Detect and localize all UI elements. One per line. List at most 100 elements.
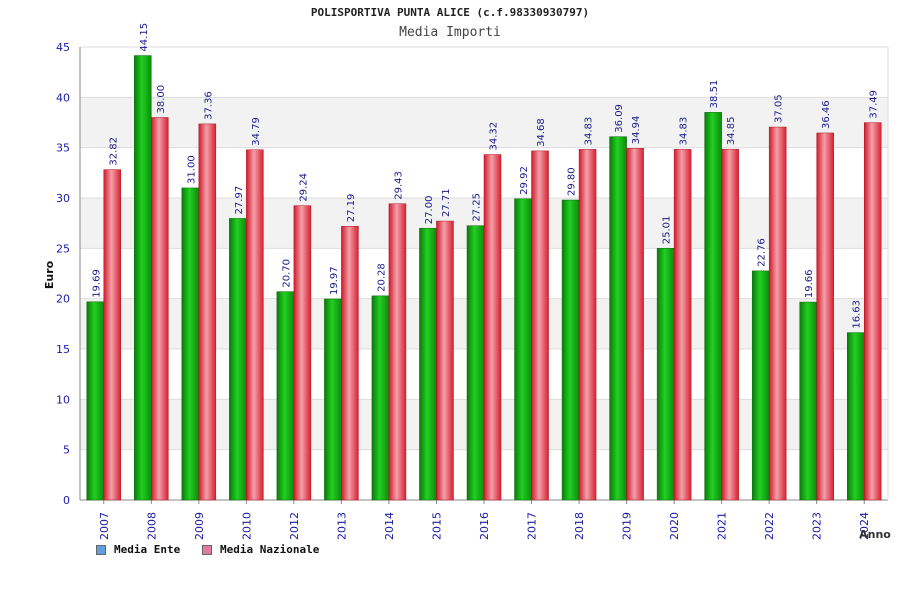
bar-media-nazionale-2007 (103, 169, 122, 501)
data-label-media-ente-2023: 19.66 (804, 269, 815, 298)
bar-media-nazionale-2017 (531, 150, 549, 501)
bar-media-ente-2009 (181, 187, 200, 501)
bar-media-ente-2018 (561, 199, 580, 501)
bar-media-ente-2024 (846, 332, 865, 501)
legend-swatch-media-ente (96, 544, 106, 555)
data-label-media-ente-2020: 25.01 (662, 216, 673, 245)
bar-media-ente-2010 (229, 218, 247, 501)
bar-media-ente-2020 (656, 247, 675, 501)
x-tick-label: 2020 (668, 512, 681, 540)
bar-media-ente-2008 (134, 55, 152, 501)
x-tick-label: 2022 (763, 512, 776, 540)
bar-media-ente-2015 (419, 227, 437, 501)
data-label-media-ente-2010: 27.97 (234, 186, 245, 215)
legend-label-media-ente: Media Ente (114, 543, 181, 556)
legend-item-media-nazionale: Media Nazionale (202, 543, 319, 556)
data-label-media-nazionale-2018: 34.83 (584, 117, 595, 146)
y-tick-label: 0 (63, 494, 70, 507)
bar-media-nazionale-2021 (721, 148, 739, 501)
data-label-media-nazionale-2020: 34.83 (679, 117, 690, 146)
data-label-media-ente-2017: 29.92 (519, 166, 530, 195)
data-label-media-nazionale-2024: 37.49 (869, 90, 880, 119)
data-label-media-ente-2018: 29.80 (567, 167, 578, 196)
data-label-media-ente-2008: 44.15 (139, 23, 150, 52)
data-label-media-nazionale-2010: 34.79 (251, 117, 262, 146)
bar-media-nazionale-2018 (578, 149, 597, 501)
x-tick-label: 2008 (145, 512, 158, 540)
bar-media-nazionale-2020 (673, 149, 692, 501)
data-label-media-nazionale-2023: 36.46 (821, 100, 832, 129)
data-label-media-nazionale-2012: 29.24 (298, 173, 309, 202)
y-tick-label: 35 (56, 142, 70, 155)
x-tick-label: 2016 (478, 512, 491, 540)
x-tick-label: 2012 (288, 512, 301, 540)
y-tick-label: 5 (63, 444, 70, 457)
data-label-media-nazionale-2015: 27.71 (441, 188, 452, 217)
bar-media-nazionale-2022 (768, 126, 787, 501)
data-label-media-nazionale-2021: 34.85 (726, 117, 737, 146)
x-tick-label: 2013 (335, 512, 348, 540)
data-label-media-ente-2016: 27.25 (472, 193, 483, 222)
bar-media-nazionale-2008 (151, 117, 169, 501)
x-tick-label: 2017 (526, 512, 539, 540)
legend-item-media-ente: Media Ente (96, 543, 180, 556)
y-axis-label: Euro (43, 260, 56, 289)
data-label-media-ente-2014: 20.28 (376, 263, 387, 292)
data-label-media-nazionale-2017: 34.68 (536, 118, 547, 147)
data-label-media-nazionale-2022: 37.05 (774, 94, 785, 123)
chart-subtitle: Media Importi (399, 25, 501, 40)
data-label-media-nazionale-2007: 32.82 (108, 137, 119, 166)
bar-media-nazionale-2009 (198, 123, 217, 501)
y-tick-label: 25 (56, 242, 70, 255)
data-label-media-nazionale-2016: 34.32 (489, 122, 500, 151)
bar-media-nazionale-2019 (626, 148, 644, 501)
y-tick-label: 30 (56, 192, 70, 205)
data-label-media-ente-2021: 38.51 (709, 80, 720, 109)
bar-media-nazionale-2013 (341, 226, 359, 501)
bar-media-nazionale-2016 (483, 154, 502, 501)
x-tick-label: 2007 (98, 512, 111, 540)
data-label-media-ente-2019: 36.09 (614, 104, 625, 133)
data-label-media-ente-2009: 31.00 (186, 155, 197, 184)
bar-media-ente-2023 (799, 301, 817, 501)
x-tick-label: 2023 (811, 512, 824, 540)
x-tick-label: 2010 (240, 512, 253, 540)
x-tick-label: 2019 (621, 512, 634, 540)
bar-media-nazionale-2015 (436, 220, 454, 501)
y-tick-label: 40 (56, 91, 70, 104)
bar-media-ente-2012 (276, 291, 295, 501)
y-tick-label: 20 (56, 293, 70, 306)
x-axis-label: Anno (859, 528, 891, 541)
y-tick-label: 45 (56, 41, 70, 54)
bar-media-ente-2007 (86, 301, 105, 501)
bar-media-nazionale-2010 (246, 149, 264, 501)
x-tick-label: 2021 (716, 512, 729, 540)
data-label-media-ente-2012: 20.70 (281, 259, 292, 288)
x-tick-label: 2018 (573, 512, 586, 540)
data-label-media-ente-2022: 22.76 (757, 238, 768, 267)
legend-swatch-media-nazionale (202, 544, 212, 555)
y-tick-label: 10 (56, 393, 70, 406)
data-label-media-ente-2015: 27.00 (424, 196, 435, 225)
bar-media-nazionale-2024 (863, 122, 882, 501)
legend-label-media-nazionale: Media Nazionale (220, 543, 320, 556)
x-tick-label: 2009 (193, 512, 206, 540)
data-label-media-ente-2007: 19.69 (91, 269, 102, 298)
chart-title: POLISPORTIVA PUNTA ALICE (c.f.9833093079… (310, 6, 590, 19)
x-tick-label: 2014 (383, 512, 396, 540)
data-label-media-nazionale-2019: 34.94 (631, 116, 642, 145)
x-tick-label: 2015 (430, 512, 443, 540)
data-label-media-ente-2013: 19.97 (329, 266, 340, 295)
bar-media-ente-2013 (324, 298, 342, 501)
bar-media-nazionale-2014 (388, 203, 407, 501)
bar-media-ente-2022 (751, 270, 770, 501)
x-tick-label: 2024 (858, 512, 871, 540)
bar-media-ente-2021 (704, 112, 722, 501)
data-label-media-nazionale-2009: 37.36 (203, 91, 214, 120)
bar-media-nazionale-2012 (293, 205, 312, 501)
y-tick-label: 15 (56, 343, 70, 356)
bar-media-ente-2017 (514, 198, 532, 501)
bar-media-ente-2019 (609, 136, 627, 501)
